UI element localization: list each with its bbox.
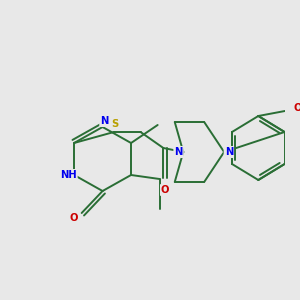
Text: N: N bbox=[100, 116, 109, 126]
Text: O: O bbox=[294, 103, 300, 113]
Text: O: O bbox=[161, 185, 170, 195]
Text: N: N bbox=[174, 147, 183, 157]
Text: NH: NH bbox=[60, 170, 77, 180]
Text: S: S bbox=[111, 119, 118, 129]
Text: O: O bbox=[70, 213, 78, 223]
Text: N: N bbox=[225, 147, 233, 157]
